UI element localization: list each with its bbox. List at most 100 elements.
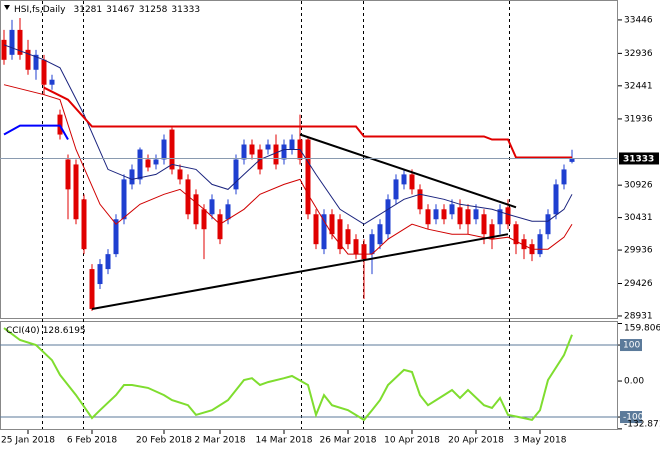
candle-body <box>185 179 191 215</box>
candle-body <box>377 224 383 245</box>
candle-body <box>345 229 351 245</box>
candle-body <box>249 144 255 155</box>
candle-body <box>537 234 543 255</box>
candle-body <box>121 179 127 220</box>
indicator-plot <box>0 327 618 422</box>
x-tick-label: 20 Feb 2018 <box>136 436 192 446</box>
candle-body <box>265 144 271 150</box>
candle-body <box>73 164 79 220</box>
candle-body <box>289 139 295 150</box>
candle-body <box>409 174 415 190</box>
overlay-line <box>91 233 509 310</box>
level-label-box <box>620 339 642 352</box>
y-tick-label: 32936 <box>624 49 653 59</box>
candle-body <box>521 239 527 250</box>
candle-body <box>553 184 559 215</box>
x-tick-label: 3 May 2018 <box>514 436 567 446</box>
candle-body <box>57 114 63 135</box>
y-tick-label: 30926 <box>624 181 653 191</box>
candle-body <box>313 214 319 245</box>
candle-body <box>361 244 367 260</box>
price-plot <box>0 17 618 311</box>
candle-body <box>137 149 143 180</box>
y-tick-label: 28931 <box>624 311 653 321</box>
candle-body <box>337 219 343 250</box>
candle-body <box>217 214 223 240</box>
candle-body <box>105 254 111 270</box>
candle-body <box>193 194 199 225</box>
candle-body <box>161 139 167 160</box>
indicator-tick-label: 100 <box>623 341 640 351</box>
header-field: HSI,fs,Daily <box>14 5 66 15</box>
level-label-box <box>620 411 642 424</box>
candle-body <box>33 54 39 70</box>
candle-body <box>97 264 103 285</box>
header-field: 31281 <box>74 5 103 15</box>
x-tick-label: 25 Jan 2018 <box>1 436 55 446</box>
candle-body <box>473 209 479 220</box>
x-tick-label: 26 Mar 2018 <box>319 436 376 446</box>
x-tick-label: 14 Mar 2018 <box>255 436 312 446</box>
candle-body <box>329 214 335 235</box>
y-tick-label: 32441 <box>624 81 653 91</box>
indicator-tick-label: -132.871 <box>624 420 660 430</box>
y-tick-label: 33446 <box>624 15 653 25</box>
candle-body <box>113 219 119 255</box>
header-field: 31333 <box>171 5 200 15</box>
x-tick-label: 6 Feb 2018 <box>67 436 118 446</box>
candle-body <box>89 269 95 309</box>
candle-body <box>41 59 47 85</box>
overlay-line <box>43 86 572 159</box>
candle-body <box>81 199 87 250</box>
last-price-box <box>619 152 659 165</box>
candle-body <box>561 169 567 185</box>
candle-body <box>441 209 447 220</box>
y-tick-label: 30431 <box>624 213 653 223</box>
candle-body <box>209 199 215 215</box>
indicator-tick-label: -100 <box>623 413 644 423</box>
candle-body <box>225 204 231 220</box>
indicator-value: 128.6195 <box>43 326 86 336</box>
x-tick-label: 10 Apr 2018 <box>384 436 440 446</box>
candle-body <box>545 214 551 235</box>
overlay-line <box>3 44 573 225</box>
candle-body <box>233 159 239 190</box>
candle-body <box>305 139 311 215</box>
candle-body <box>153 159 159 165</box>
indicator-header: CCI(40) 128.6195 <box>6 326 86 336</box>
candle-body <box>425 209 431 225</box>
candle-body <box>433 209 439 220</box>
candle-body <box>481 214 487 235</box>
candle-body <box>489 224 495 240</box>
overlay-line <box>299 133 517 209</box>
candle-body <box>393 179 399 200</box>
candle-body <box>385 199 391 235</box>
candle-body <box>321 214 327 250</box>
indicator-frame <box>0 321 618 430</box>
candle-body <box>17 29 23 55</box>
candle-body <box>505 207 511 225</box>
menu-arrow[interactable] <box>4 5 10 10</box>
overlay-line <box>3 84 573 255</box>
candle-body <box>281 144 287 160</box>
candle-body <box>513 224 519 245</box>
cci-line <box>3 327 573 422</box>
candle-body <box>177 169 183 180</box>
candle-body <box>1 39 7 60</box>
candle-body <box>65 159 71 190</box>
overlay-line <box>3 124 69 140</box>
candle-body <box>417 189 423 210</box>
header-field: 31467 <box>106 5 135 15</box>
candle-body <box>569 158 575 162</box>
candle-body <box>241 144 247 160</box>
candle-body <box>369 234 375 255</box>
candle-body <box>169 129 175 170</box>
indicator-name: CCI(40) <box>6 326 40 336</box>
candle-body <box>273 144 279 165</box>
candle-body <box>49 79 55 85</box>
candle-body <box>9 29 15 55</box>
x-tick-label: 20 Apr 2018 <box>448 436 504 446</box>
axes: 33446 32936 32441 31936 30926 30431 29936 29426… <box>1 5 660 446</box>
candle-body <box>401 174 407 185</box>
